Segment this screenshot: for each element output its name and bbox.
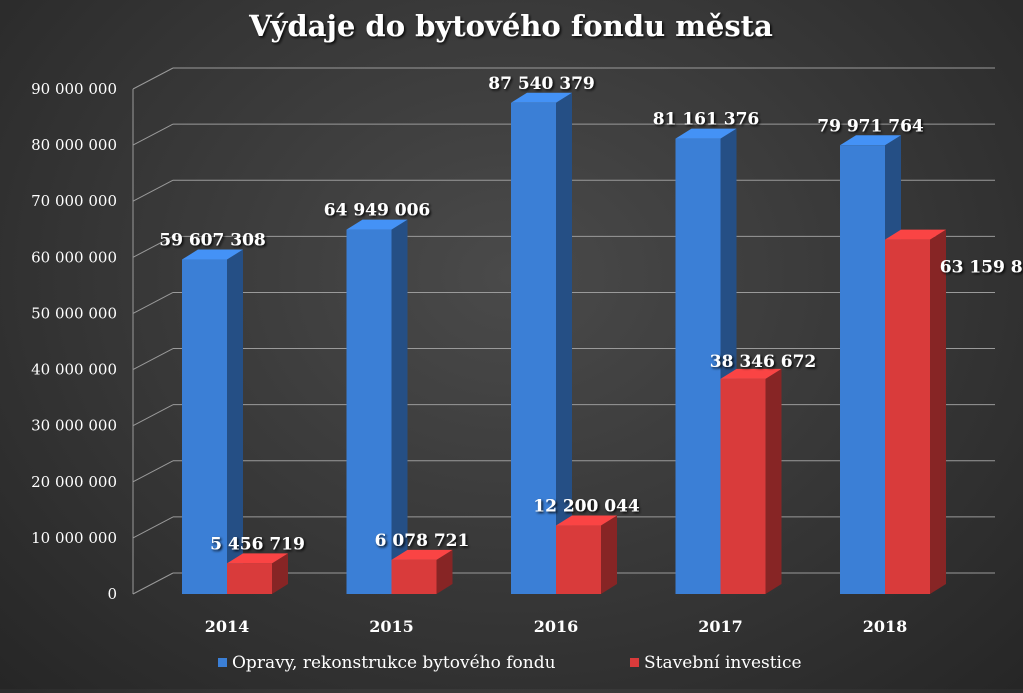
bar-front — [391, 559, 437, 594]
data-label: 87 540 379 — [488, 74, 594, 94]
bar-front — [675, 138, 721, 595]
y-axis-ticks: 0 10 000 000 20 000 000 30 000 000 40 000 00… — [31, 80, 117, 603]
legend-swatch — [630, 658, 639, 667]
x-tick-label: 2016 — [534, 617, 579, 636]
bar-side — [272, 553, 288, 594]
bar-investments-2014 — [227, 553, 288, 594]
bar-top — [556, 515, 617, 526]
legend-item: Stavební investice — [630, 653, 802, 673]
bar-top — [511, 92, 572, 103]
bar-front — [227, 563, 272, 594]
data-label: 5 456 719 — [210, 534, 305, 554]
data-label: 79 971 764 — [817, 116, 924, 136]
bar-side — [391, 219, 408, 594]
x-tick-label: 2017 — [698, 617, 743, 636]
gridline-side — [132, 460, 174, 483]
data-label: 59 607 308 — [159, 231, 265, 251]
bar-front — [346, 229, 392, 594]
x-tick-label: 2015 — [369, 617, 414, 636]
gridline-side — [132, 123, 174, 146]
y-tick-label: 30 000 000 — [31, 417, 117, 435]
bar-side — [930, 229, 946, 594]
y-tick-label: 20 000 000 — [31, 473, 117, 491]
bars — [182, 92, 946, 595]
y-tick-label: 90 000 000 — [31, 80, 117, 98]
bar-repairs-2015 — [346, 219, 408, 594]
gridline-side — [132, 404, 174, 427]
gridline-side — [132, 348, 174, 370]
x-axis-ticks: 2014 2015 2016 2017 2018 — [205, 617, 908, 636]
data-label: 63 159 856 — [940, 258, 1023, 278]
bar-top — [391, 549, 453, 560]
bar-top — [840, 135, 901, 146]
gridline-side — [132, 572, 174, 595]
bar-top — [720, 368, 782, 379]
legend-label: Opravy, rekonstrukce bytového fondu — [232, 653, 556, 673]
bar-repairs-2014 — [182, 249, 243, 594]
bar-side — [556, 92, 572, 594]
data-label: 6 078 721 — [375, 531, 470, 551]
y-tick-label: 0 — [107, 585, 117, 603]
bar-side — [601, 515, 617, 594]
bar-investments-2018 — [885, 229, 946, 594]
bar-front — [556, 525, 601, 594]
data-labels: 59 607 308 5 456 719 64 949 006 6 078 721 87… — [159, 74, 1023, 555]
bar-investments-2016 — [556, 515, 617, 594]
legend: Opravy, rekonstrukce bytového fondu Stave… — [218, 653, 802, 673]
y-tick-label: 40 000 000 — [31, 361, 117, 379]
data-label: 64 949 006 — [324, 201, 430, 221]
y-tick-label: 10 000 000 — [31, 529, 117, 547]
x-tick-label: 2014 — [205, 617, 250, 636]
legend-item: Opravy, rekonstrukce bytového fondu — [218, 653, 556, 673]
bar-top — [885, 229, 946, 240]
chart-title: Výdaje do bytového fondu města — [248, 9, 773, 43]
bar-front — [511, 102, 556, 594]
data-label: 81 161 376 — [653, 110, 759, 130]
bar-repairs-2016 — [511, 92, 572, 594]
legend-label: Stavební investice — [644, 653, 802, 673]
bar-top — [227, 553, 288, 564]
bar-top — [346, 219, 408, 230]
legend-swatch — [218, 658, 227, 667]
bar-front — [885, 239, 930, 594]
gridline-side — [132, 516, 174, 539]
y-tick-label: 70 000 000 — [31, 192, 117, 210]
bar-side — [765, 368, 782, 594]
y-tick-label: 50 000 000 — [31, 304, 117, 322]
bar-top — [675, 128, 737, 139]
bar-front — [720, 378, 766, 594]
bar-side — [436, 549, 453, 594]
bar-investments-2015 — [391, 549, 453, 594]
bar-front — [840, 145, 885, 595]
bar-investments-2017 — [720, 368, 782, 594]
y-tick-label: 80 000 000 — [31, 136, 117, 154]
gridline-side — [132, 292, 174, 314]
gridline-side — [132, 235, 174, 258]
y-tick-label: 60 000 000 — [31, 248, 117, 266]
x-tick-label: 2018 — [863, 617, 908, 636]
bar-top — [182, 249, 243, 260]
gridline-side — [132, 179, 174, 202]
data-label: 38 346 672 — [710, 352, 816, 372]
data-label: 12 200 044 — [533, 497, 640, 517]
gridline-side — [132, 67, 174, 90]
bar-side — [227, 249, 243, 594]
bar-front — [182, 259, 227, 594]
